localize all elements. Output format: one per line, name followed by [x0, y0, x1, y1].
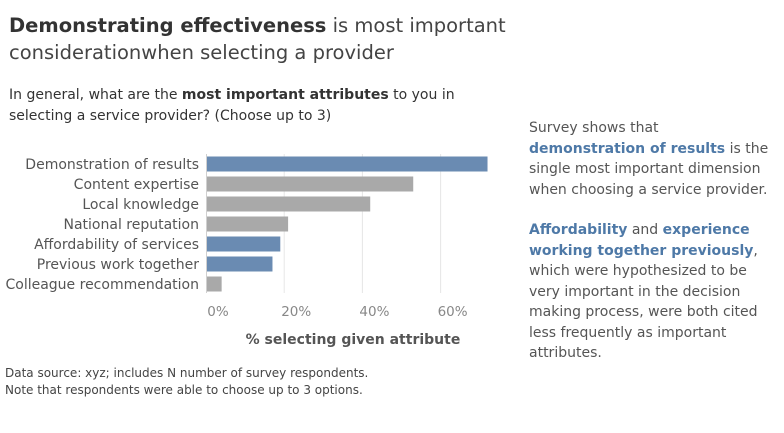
insight-highlight: experience working together previously [529, 222, 754, 259]
x-tick-label: 60% [438, 304, 468, 320]
bar [207, 196, 371, 212]
title-rest: is most important considerationwhen sele… [9, 14, 506, 64]
bar [207, 256, 273, 272]
question-part-1: In general, what are the [9, 87, 182, 103]
x-tick-label: 40% [359, 304, 389, 320]
insight-panel: Survey shows that demonstration of resul… [529, 118, 779, 364]
insight-text: , which were hypothesized to be very imp… [529, 242, 758, 362]
survey-question: In general, what are the most important … [9, 85, 459, 127]
category-label: Content expertise [74, 177, 199, 193]
question-emphasis: most important attributes [181, 87, 389, 103]
x-tick-label: 0% [207, 304, 229, 320]
category-label: National reputation [64, 217, 200, 233]
category-label: Demonstration of results [25, 157, 199, 173]
insight-paragraph-1: Survey shows that demonstration of resul… [529, 118, 779, 200]
bar [207, 276, 222, 292]
question-part-2: to you in selecting a service provider? … [9, 87, 455, 124]
category-label: Local knowledge [82, 197, 199, 213]
insight-highlight: Affordability [529, 222, 628, 238]
bar [207, 176, 414, 192]
category-label: Colleague recommendation [5, 277, 199, 293]
title-emphasis: Demonstrating effectiveness [9, 14, 327, 37]
bar [207, 236, 281, 252]
footnote-note: Note that respondents were able to choos… [5, 383, 363, 397]
insight-text: Survey shows that [529, 120, 659, 136]
insight-highlight: demonstration of results [529, 140, 726, 157]
footnote-source: Data source: xyz; includes N number of s… [5, 366, 369, 380]
x-axis-title: % selecting given attribute [246, 332, 461, 348]
bar [207, 216, 289, 232]
category-label: Affordability of services [34, 237, 199, 253]
insight-paragraph-2: Affordability and experience working tog… [529, 220, 779, 364]
footnote: Data source: xyz; includes N number of s… [5, 365, 425, 399]
insight-text: and [627, 222, 663, 238]
insight-text: is the single most important dimension w… [529, 140, 769, 198]
x-tick-label: 20% [281, 304, 311, 320]
bar [207, 156, 488, 172]
category-label: Previous work together [37, 257, 199, 273]
chart-title: Demonstrating effectiveness is most impo… [9, 12, 509, 66]
